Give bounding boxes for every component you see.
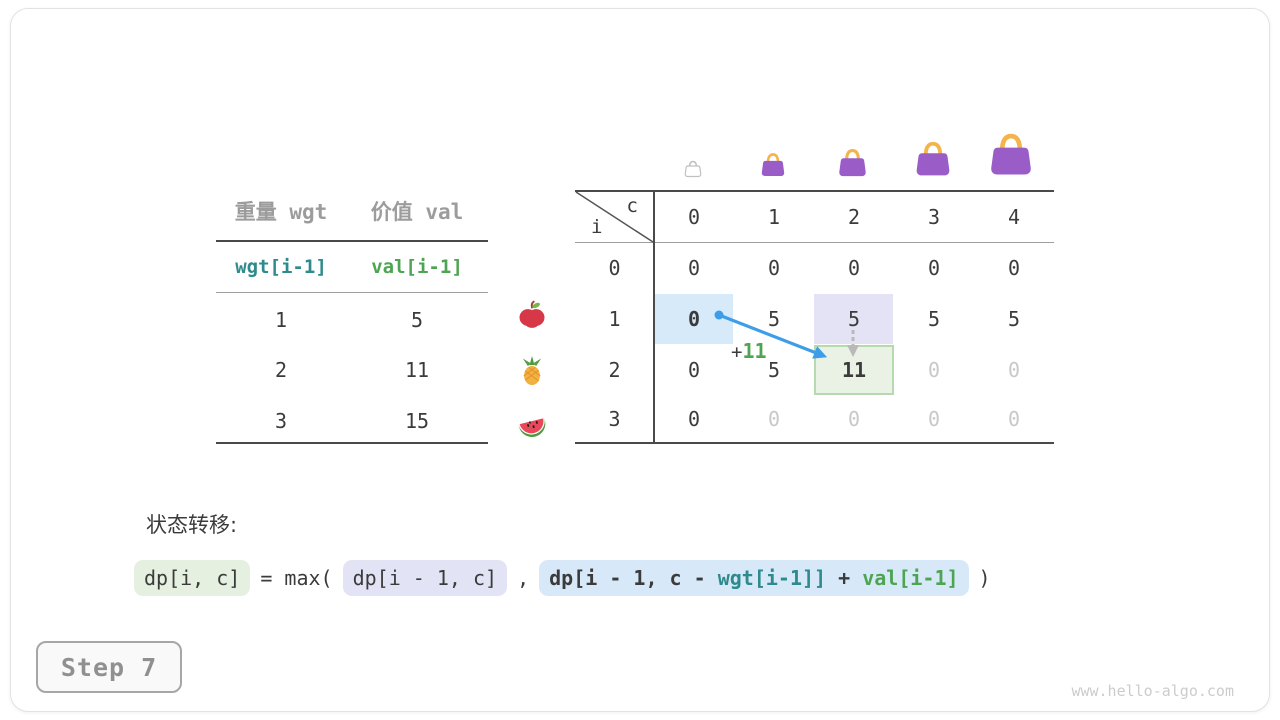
step-badge: Step 7	[36, 641, 182, 693]
dp-cell: 0	[847, 407, 861, 431]
transition-section-label: 状态转移:	[146, 513, 238, 537]
dp-corner-cell: c i	[575, 191, 654, 242]
dp-table-header-rule	[575, 242, 1054, 243]
dp-cell: 0	[687, 255, 701, 280]
dp-table: c i 0 1 2 3 4 0 0 0 0 0 0 1 0 5 5 5 5 2 …	[575, 191, 1054, 443]
item-row-val: 5	[410, 308, 424, 332]
dp-cell: 0	[767, 407, 781, 431]
dp-row-header: 1	[608, 306, 621, 331]
formula-arg2-head: dp[i - 1, c -	[549, 566, 718, 590]
dp-cell: 5	[1007, 306, 1021, 331]
item-row-wgt: 2	[274, 358, 288, 382]
dp-cell: 0	[767, 255, 781, 280]
bag-small-icon	[761, 153, 785, 177]
pineapple-icon	[522, 356, 542, 386]
dp-col-header: 0	[687, 204, 701, 229]
step-badge-label: Step 7	[60, 652, 158, 682]
formula-arg2-plus: +	[826, 566, 863, 590]
transition-formula: dp[i, c] = max( dp[i - 1, c] , dp[i - 1,…	[134, 560, 991, 596]
items-subheader-val: val[i-1]	[371, 256, 463, 278]
dp-cell: 0	[927, 357, 941, 382]
items-header-value: 价值 val	[370, 200, 464, 224]
dp-cell: 0	[1007, 255, 1021, 280]
dp-cell: 0	[927, 255, 941, 280]
bag-medium-icon	[839, 149, 866, 177]
dp-col-header: 2	[847, 204, 861, 229]
items-subheader-wgt: wgt[i-1]	[235, 256, 327, 278]
items-table-mid-rule	[216, 292, 488, 293]
dp-cell: 0	[927, 407, 941, 431]
item-row-wgt: 3	[274, 409, 288, 433]
dp-table-bottom-rule	[575, 442, 1054, 444]
dp-cell: 11	[841, 357, 867, 382]
item-row-val: 11	[404, 358, 430, 382]
dp-cell: 0	[687, 306, 701, 331]
items-table-bottom-rule	[216, 442, 488, 444]
add-prefix: +	[731, 341, 743, 363]
dp-row-header: 0	[608, 255, 621, 280]
items-table-header-rule	[216, 240, 488, 242]
formula-comma: ,	[517, 566, 530, 590]
dp-row-var: i	[591, 216, 603, 238]
dp-table-vertical-rule	[653, 190, 655, 444]
formula-equals-max: = max(	[260, 566, 333, 590]
add-value: 11	[742, 339, 767, 363]
add-value-label: +11	[731, 339, 767, 363]
dp-cell: 0	[687, 407, 701, 431]
dp-table-top-rule	[575, 190, 1054, 192]
watermelon-icon	[518, 418, 546, 437]
dp-cell: 5	[927, 306, 941, 331]
dp-cell: 0	[1007, 357, 1021, 382]
formula-lhs-chip: dp[i, c]	[134, 560, 251, 596]
dp-cell: 0	[687, 357, 701, 382]
formula-arg2-wgt: wgt[i-1]]	[717, 566, 827, 590]
dp-cell: 0	[1007, 407, 1021, 431]
formula-arg1-chip: dp[i - 1, c]	[342, 560, 508, 596]
apple-icon	[519, 300, 545, 328]
formula-close-paren: )	[978, 566, 991, 590]
formula-arg2-val: val[i-1]	[862, 566, 959, 590]
dp-col-header: 3	[927, 204, 941, 229]
item-row-val: 15	[404, 409, 430, 433]
dp-row-header: 2	[608, 357, 621, 382]
item-row-wgt: 1	[274, 308, 288, 332]
dp-cell: 5	[767, 357, 781, 382]
dp-cell: 5	[767, 306, 781, 331]
dp-col-header: 1	[767, 204, 781, 229]
dp-row-header: 3	[608, 407, 621, 431]
watermark: www.hello-algo.com	[1071, 682, 1234, 700]
dp-col-header: 4	[1007, 204, 1021, 229]
dp-cell: 0	[847, 255, 861, 280]
bag-xlarge-icon	[991, 133, 1031, 175]
items-header-weight: 重量 wgt	[234, 200, 328, 224]
dp-col-var: c	[626, 195, 638, 217]
dp-cell: 5	[847, 306, 861, 331]
formula-arg2-chip: dp[i - 1, c - wgt[i-1]] + val[i-1]	[539, 560, 969, 596]
bag-large-icon	[916, 141, 950, 176]
bag-empty-icon	[684, 160, 702, 178]
